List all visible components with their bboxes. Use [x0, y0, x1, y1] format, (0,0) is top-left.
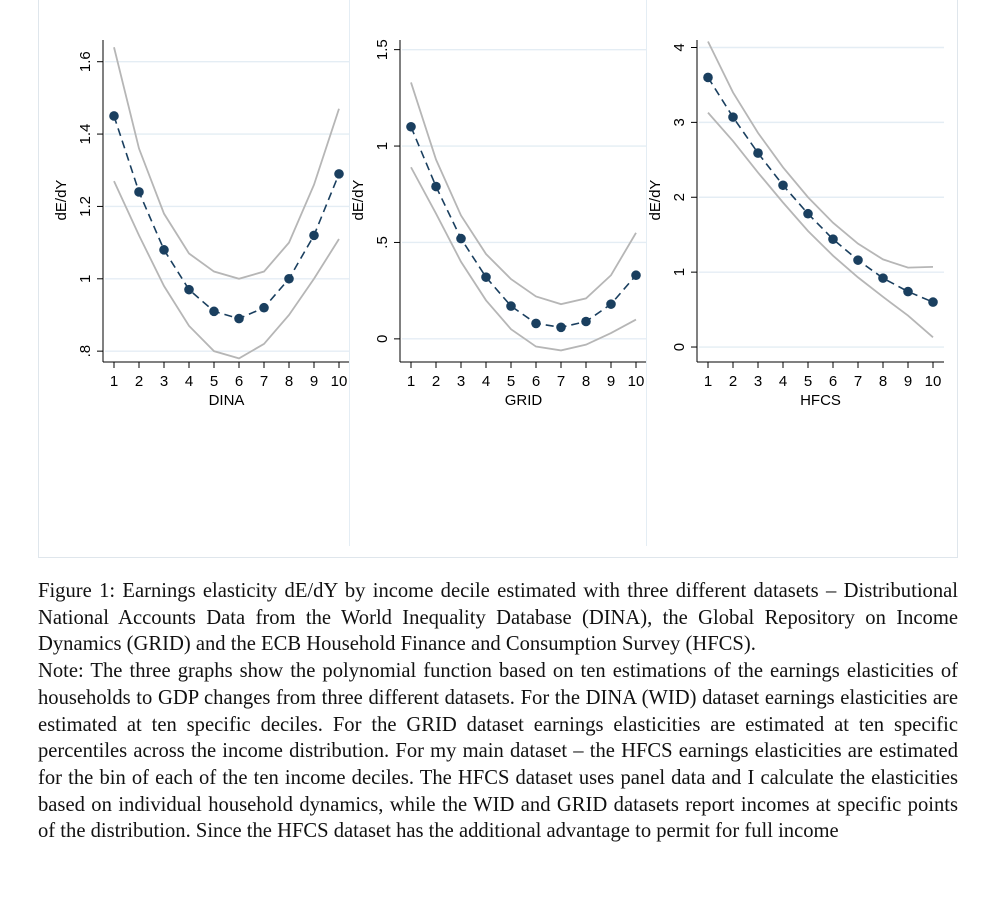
x-tick-label: 8: [879, 373, 887, 390]
data-point: [581, 316, 591, 327]
lower-bound-line: [113, 180, 340, 360]
x-tick-label: 5: [210, 373, 218, 390]
y-tick-label: 2: [671, 193, 688, 201]
x-tick-label: 2: [135, 373, 143, 390]
data-point: [728, 112, 738, 122]
data-point: [284, 273, 294, 284]
y-tick-label: 4: [671, 43, 688, 51]
x-tick-label: 10: [628, 373, 645, 390]
x-tick-label: 2: [729, 373, 737, 390]
data-point: [853, 255, 863, 265]
upper-bound-line: [707, 41, 934, 269]
data-point: [481, 272, 491, 282]
data-point: [109, 111, 119, 121]
data-point: [456, 233, 466, 244]
x-tick-label: 6: [235, 373, 243, 390]
x-tick-label: 4: [185, 373, 193, 390]
y-tick-label: 1: [77, 275, 94, 283]
x-tick-label: 9: [310, 373, 318, 390]
data-point: [209, 306, 219, 317]
y-tick-label: 0: [671, 343, 688, 351]
figure-note-text: Note: The three graphs show the polynomi…: [38, 660, 958, 843]
x-tick-label: 9: [904, 373, 912, 390]
y-tick-label: 1: [374, 142, 391, 150]
x-tick-label: 5: [804, 373, 812, 390]
x-tick-label: 7: [557, 373, 565, 390]
y-tick-label: 1.2: [77, 196, 94, 217]
data-point: [903, 286, 913, 297]
x-axis-title: DINA: [209, 392, 245, 409]
x-tick-label: 3: [754, 373, 762, 390]
x-tick-label: 10: [331, 373, 348, 390]
data-point: [431, 181, 441, 192]
upper-bound-line: [410, 82, 637, 306]
estimate-line: [410, 126, 637, 329]
x-tick-label: 1: [704, 373, 712, 390]
x-tick-label: 6: [829, 373, 837, 390]
data-point: [184, 284, 194, 295]
data-point: [159, 245, 169, 255]
data-point: [631, 270, 641, 281]
data-point: [703, 72, 713, 83]
figure-caption: Figure 1: Earnings elasticity dE/dY by i…: [38, 578, 958, 845]
y-tick-label: .5: [374, 236, 391, 249]
data-point: [928, 297, 938, 307]
x-tick-label: 1: [110, 373, 118, 390]
data-point: [778, 180, 788, 191]
x-tick-label: 8: [285, 373, 293, 390]
lower-bound-line: [410, 166, 637, 352]
data-point: [753, 148, 763, 158]
y-tick-label: 3: [671, 118, 688, 126]
estimate-line: [707, 77, 934, 303]
x-tick-label: 7: [854, 373, 862, 390]
x-tick-label: 9: [607, 373, 615, 390]
figure-panel: [38, 0, 958, 558]
x-tick-label: 6: [532, 373, 540, 390]
x-axis-title: HFCS: [800, 392, 841, 409]
figure-caption-text: Figure 1: Earnings elasticity dE/dY by i…: [38, 580, 958, 656]
y-tick-label: 1: [671, 268, 688, 276]
data-point: [234, 313, 244, 324]
data-point: [878, 273, 888, 283]
x-tick-label: 2: [432, 373, 440, 390]
data-point: [406, 121, 416, 132]
y-axis-title: dE/dY: [350, 180, 367, 221]
x-tick-label: 5: [507, 373, 515, 390]
data-point: [334, 169, 344, 179]
data-point: [309, 230, 319, 241]
x-axis-title: GRID: [505, 392, 543, 409]
y-tick-label: 1.5: [374, 39, 391, 60]
x-tick-label: 3: [160, 373, 168, 390]
y-axis-title: dE/dY: [647, 180, 664, 221]
data-point: [556, 322, 566, 333]
upper-bound-line: [113, 47, 340, 280]
y-tick-label: 1.6: [77, 51, 94, 72]
data-point: [828, 234, 838, 244]
panel-divider: [646, 0, 647, 546]
y-tick-label: 1.4: [77, 124, 94, 145]
y-tick-label: 0: [374, 335, 391, 343]
data-point: [606, 299, 616, 309]
data-point: [134, 187, 144, 197]
x-tick-label: 7: [260, 373, 268, 390]
data-point: [506, 301, 516, 311]
x-tick-label: 4: [482, 373, 490, 390]
data-point: [803, 208, 813, 219]
x-tick-label: 4: [779, 373, 787, 390]
x-tick-label: 8: [582, 373, 590, 390]
data-point: [259, 302, 269, 313]
y-tick-label: .8: [77, 345, 94, 358]
estimate-line: [113, 115, 340, 320]
x-tick-label: 10: [925, 373, 942, 390]
panel-divider: [349, 0, 350, 546]
data-point: [531, 318, 541, 329]
x-tick-label: 3: [457, 373, 465, 390]
y-axis-title: dE/dY: [53, 180, 70, 221]
lower-bound-line: [707, 112, 934, 338]
x-tick-label: 1: [407, 373, 415, 390]
